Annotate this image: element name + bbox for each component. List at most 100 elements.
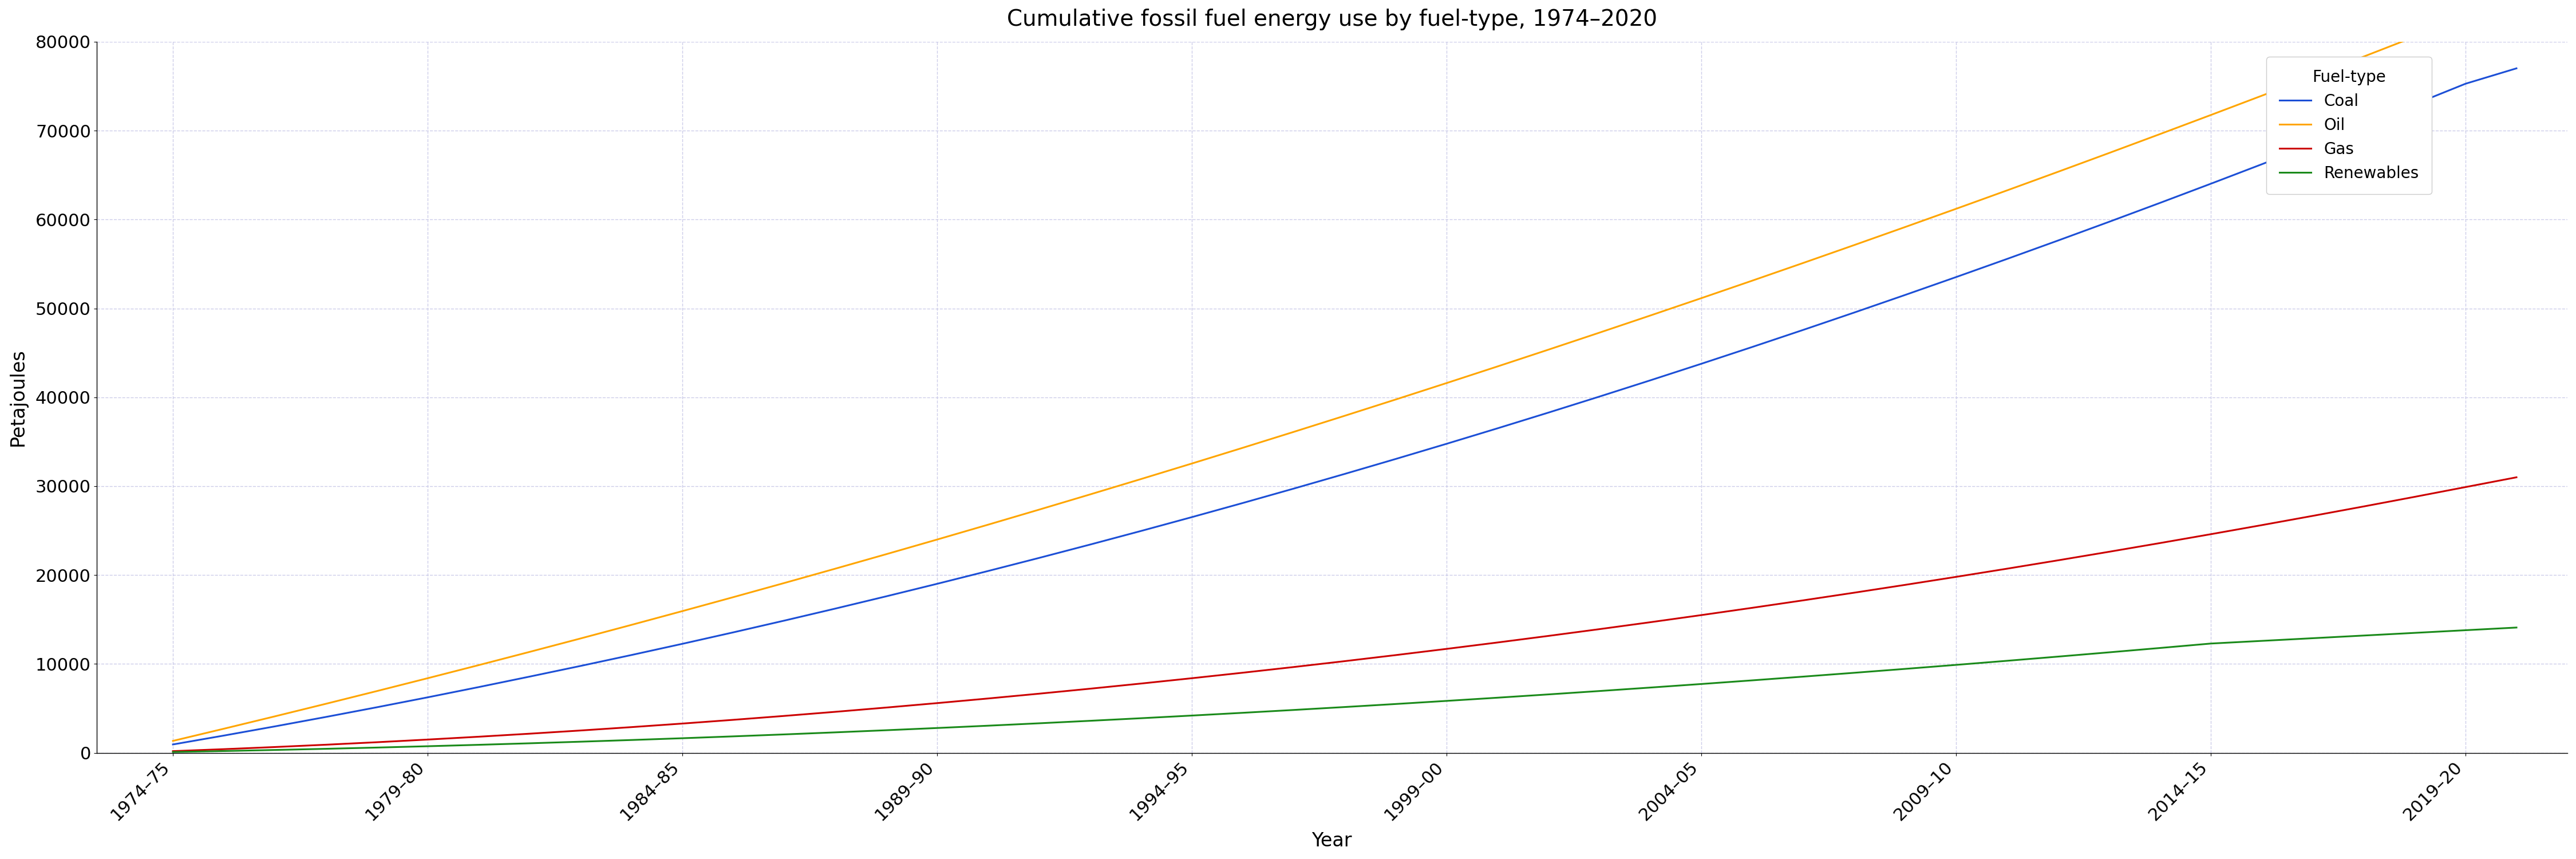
Coal bbox=[1788, 325, 1819, 335]
Oil bbox=[361, 686, 392, 697]
Renewables bbox=[1839, 667, 1870, 678]
Coal bbox=[2501, 64, 2532, 74]
Coal bbox=[871, 591, 902, 601]
Coal bbox=[1329, 469, 1360, 479]
Oil bbox=[1074, 490, 1105, 500]
Renewables bbox=[1226, 708, 1257, 718]
Renewables bbox=[1074, 716, 1105, 726]
Renewables bbox=[260, 745, 291, 755]
Oil bbox=[667, 606, 698, 616]
Gas bbox=[515, 728, 546, 739]
Gas bbox=[1788, 595, 1819, 606]
Oil bbox=[1940, 204, 1971, 214]
Oil bbox=[1432, 378, 1463, 388]
Oil bbox=[1636, 310, 1667, 320]
Coal bbox=[819, 604, 850, 614]
Coal bbox=[2298, 139, 2329, 149]
Gas bbox=[1636, 617, 1667, 627]
Gas bbox=[974, 693, 1005, 704]
Oil bbox=[2246, 90, 2277, 101]
Coal bbox=[616, 650, 647, 661]
Renewables bbox=[2195, 638, 2226, 649]
Gas bbox=[412, 734, 443, 745]
Oil bbox=[1839, 240, 1870, 250]
Oil bbox=[1329, 411, 1360, 421]
X-axis label: Year: Year bbox=[1311, 832, 1352, 850]
Title: Cumulative fossil fuel energy use by fuel-type, 1974–2020: Cumulative fossil fuel energy use by fue… bbox=[1007, 9, 1656, 30]
Oil bbox=[719, 592, 750, 602]
Gas bbox=[1278, 662, 1309, 673]
Renewables bbox=[1788, 672, 1819, 682]
Renewables bbox=[515, 738, 546, 748]
Gas bbox=[922, 698, 953, 709]
Coal bbox=[2143, 198, 2174, 208]
Oil bbox=[768, 578, 799, 588]
Coal bbox=[1685, 358, 1716, 369]
Line: Gas: Gas bbox=[173, 478, 2517, 751]
Coal bbox=[1226, 498, 1257, 509]
Renewables bbox=[1177, 710, 1208, 721]
Gas bbox=[2501, 472, 2532, 483]
Oil bbox=[1991, 186, 2022, 196]
Gas bbox=[464, 732, 495, 742]
Coal bbox=[361, 702, 392, 712]
Oil bbox=[2349, 52, 2380, 62]
Gas bbox=[209, 744, 240, 754]
Gas bbox=[871, 703, 902, 713]
Renewables bbox=[819, 728, 850, 738]
Renewables bbox=[922, 723, 953, 734]
Oil bbox=[1481, 362, 1512, 372]
Renewables bbox=[974, 721, 1005, 731]
Oil bbox=[2501, 0, 2532, 7]
Renewables bbox=[616, 734, 647, 745]
Coal bbox=[1940, 272, 1971, 283]
Gas bbox=[1329, 656, 1360, 667]
Renewables bbox=[2349, 631, 2380, 641]
Gas bbox=[564, 725, 595, 735]
Oil bbox=[2450, 12, 2481, 22]
Oil bbox=[819, 564, 850, 574]
Oil bbox=[564, 633, 595, 643]
Oil bbox=[1736, 276, 1767, 286]
Gas bbox=[819, 707, 850, 717]
Gas bbox=[768, 710, 799, 721]
Coal bbox=[1278, 484, 1309, 494]
Coal bbox=[2450, 78, 2481, 88]
Renewables bbox=[157, 746, 188, 757]
Coal bbox=[1023, 553, 1054, 564]
Coal bbox=[768, 615, 799, 625]
Gas bbox=[157, 746, 188, 756]
Oil bbox=[412, 673, 443, 684]
Gas bbox=[667, 718, 698, 728]
Gas bbox=[1023, 689, 1054, 699]
Oil bbox=[1788, 258, 1819, 268]
Oil bbox=[2398, 32, 2429, 42]
Renewables bbox=[1481, 692, 1512, 703]
Coal bbox=[1636, 375, 1667, 386]
Oil bbox=[2143, 129, 2174, 139]
Renewables bbox=[1736, 675, 1767, 685]
Oil bbox=[922, 534, 953, 545]
Gas bbox=[2143, 538, 2174, 548]
Renewables bbox=[2246, 636, 2277, 646]
Renewables bbox=[667, 733, 698, 743]
Gas bbox=[2450, 482, 2481, 492]
Legend: Coal, Oil, Gas, Renewables: Coal, Oil, Gas, Renewables bbox=[2267, 57, 2432, 194]
Coal bbox=[1584, 392, 1615, 402]
Coal bbox=[209, 730, 240, 740]
Line: Renewables: Renewables bbox=[173, 628, 2517, 752]
Oil bbox=[2195, 110, 2226, 120]
Gas bbox=[1891, 580, 1922, 590]
Oil bbox=[1226, 442, 1257, 453]
Renewables bbox=[871, 725, 902, 735]
Coal bbox=[260, 722, 291, 732]
Gas bbox=[1685, 610, 1716, 620]
Oil bbox=[974, 520, 1005, 530]
Oil bbox=[515, 647, 546, 657]
Oil bbox=[1126, 474, 1157, 484]
Coal bbox=[974, 566, 1005, 576]
Gas bbox=[1481, 637, 1512, 648]
Gas bbox=[2246, 520, 2277, 530]
Coal bbox=[1991, 253, 2022, 264]
Renewables bbox=[1432, 696, 1463, 706]
